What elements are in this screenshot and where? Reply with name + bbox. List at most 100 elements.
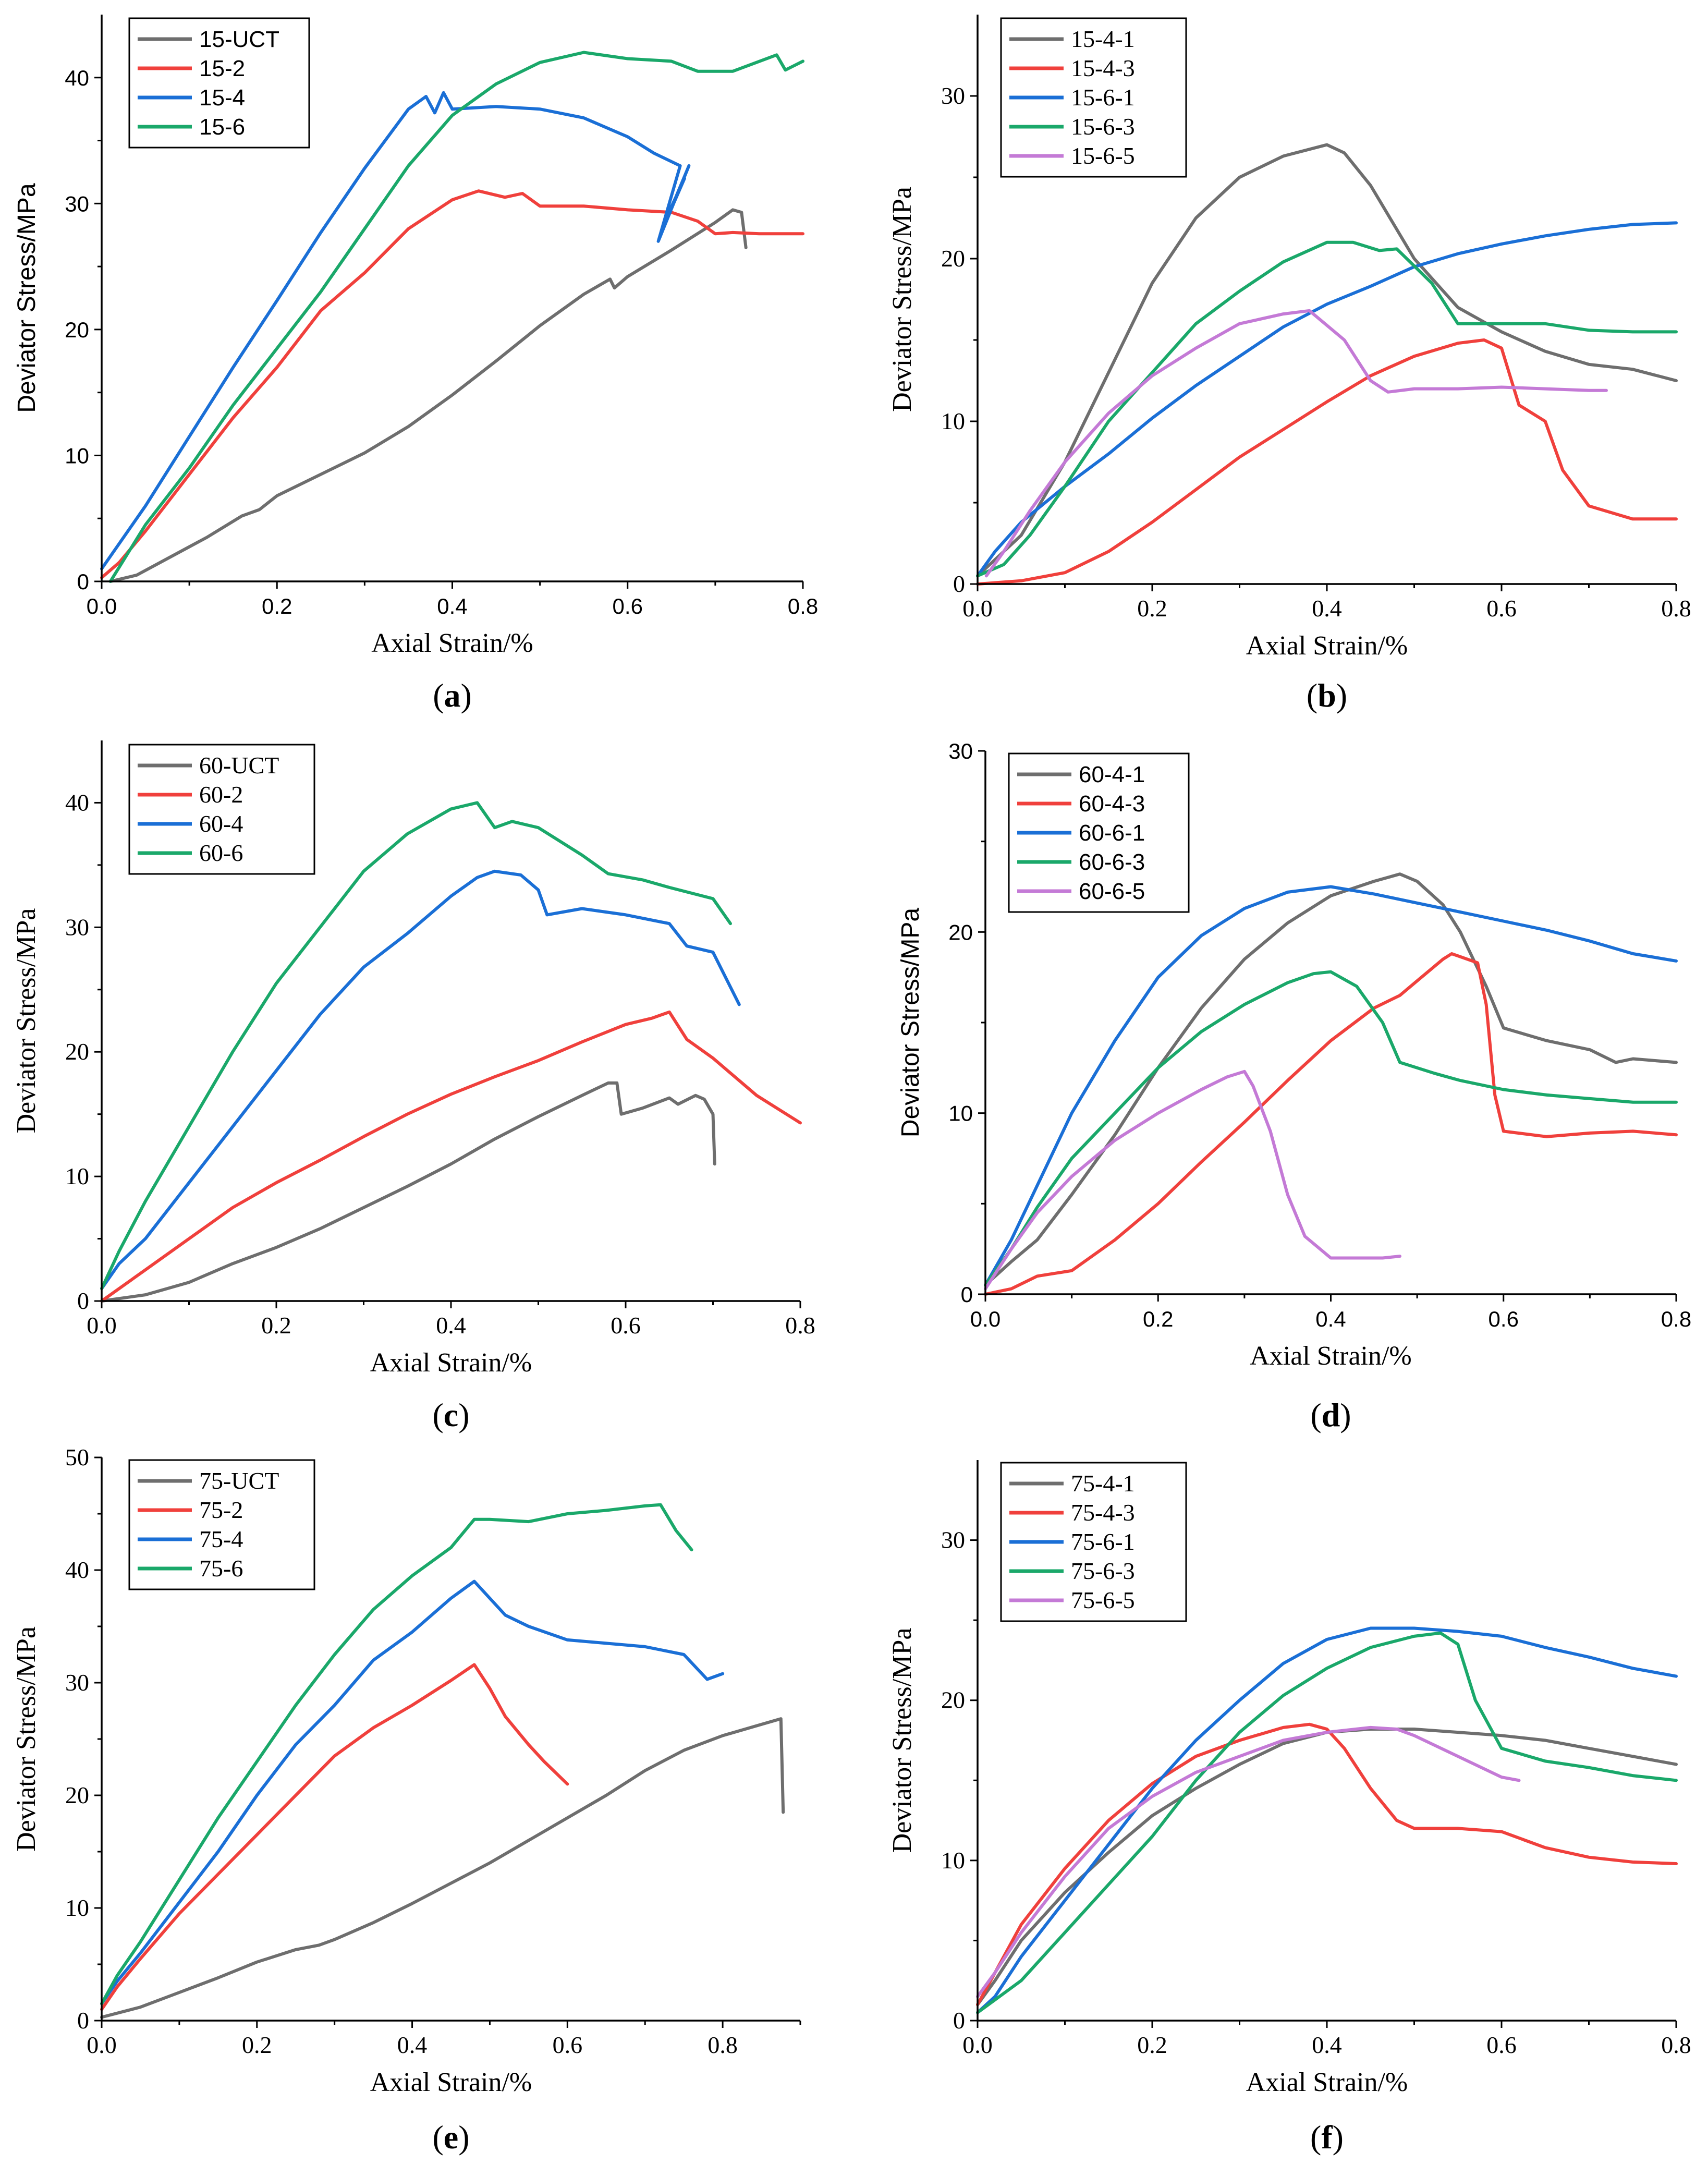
- x-tick-label: 0.6: [553, 2032, 583, 2058]
- x-tick-label: 0.4: [1312, 2032, 1342, 2058]
- x-axis-label: Axial Strain/%: [1246, 631, 1408, 661]
- series-line-60-4: [100, 869, 741, 1291]
- legend-label-60-4: 60-4: [199, 810, 243, 837]
- x-tick-label: 0.8: [707, 2032, 738, 2058]
- legend-label-60-6-3: 60-6-3: [1079, 849, 1145, 875]
- legend-label-75-4: 75-4: [199, 1526, 243, 1552]
- x-tick-label: 0.8: [1661, 595, 1691, 622]
- legend-label-75-4-3: 75-4-3: [1071, 1499, 1135, 1526]
- panel-label: (d): [1310, 1396, 1351, 1433]
- y-axis-label: Deviator Stress/MPa: [11, 908, 41, 1134]
- legend-label-15-4: 15-4: [199, 85, 245, 111]
- x-axis-label: Axial Strain/%: [370, 1348, 532, 1378]
- x-tick-label: 0.2: [1137, 2032, 1167, 2058]
- x-tick-label: 0.6: [1486, 2032, 1517, 2058]
- y-tick-label: 40: [65, 1557, 89, 1583]
- series-line-60-6-1: [984, 885, 1678, 1287]
- legend-label-60-4-3: 60-4-3: [1079, 791, 1145, 817]
- chart-panel-e: 0.0 0.2 0.4 0.6 0.8 0 10 20 30 40 50 Axial Strain/%…: [11, 1444, 801, 2156]
- legend-label-15-6-1: 15-6-1: [1071, 84, 1135, 111]
- y-tick-label: 40: [65, 789, 89, 816]
- panel-label: (c): [432, 1396, 469, 1433]
- x-tick-label: 0.6: [1489, 1307, 1519, 1331]
- legend-label-15-UCT: 15-UCT: [199, 27, 279, 52]
- chart-panel-a: 0.0 0.2 0.4 0.6 0.8 0 10 20 30 40 Axial Strain/% De…: [13, 15, 818, 714]
- series-line-15-4-3: [976, 338, 1678, 586]
- y-tick-label: 20: [948, 920, 973, 944]
- chart-panel-d: 0.0 0.2 0.4 0.6 0.8 0 10 20 30 Axial Strain/% Devi…: [897, 739, 1691, 1433]
- x-tick-label: 0.0: [962, 2032, 993, 2058]
- y-axis-label: Deviator Stress/MPa: [13, 183, 41, 412]
- series-line-60-4-3: [984, 952, 1678, 1296]
- y-tick-label: 20: [941, 245, 965, 272]
- legend: 15-UCT 15-2 15-4 15-6: [128, 17, 310, 149]
- y-tick-label: 10: [941, 1847, 965, 1874]
- x-tick-label: 0.8: [788, 594, 818, 618]
- x-axis-label: Axial Strain/%: [1250, 1341, 1412, 1371]
- x-tick-label: 0.2: [242, 2032, 272, 2058]
- y-tick-label: 20: [65, 1038, 89, 1065]
- series-line-60-2: [100, 1010, 802, 1303]
- x-tick-label: 0.4: [436, 1312, 466, 1339]
- y-tick-label: 0: [77, 2007, 89, 2034]
- series-line-60-6: [100, 801, 732, 1291]
- x-tick-label: 0.2: [1143, 1307, 1173, 1331]
- chart-panel-b: 0.0 0.2 0.4 0.6 0.8 0 10 20 30 Axial Strain/% Devi…: [887, 15, 1691, 714]
- legend-label-75-UCT: 75-UCT: [199, 1467, 279, 1494]
- y-tick-label: 10: [65, 443, 89, 468]
- legend-label-75-6: 75-6: [199, 1555, 243, 1582]
- series-line-60-4-1: [984, 872, 1678, 1287]
- series-line-75-4-1: [976, 1728, 1678, 2007]
- x-tick-label: 0.0: [962, 595, 993, 622]
- x-tick-label: 0.6: [611, 1312, 641, 1339]
- series-line-75-UCT: [100, 1717, 785, 2019]
- x-tick-label: 0.6: [613, 594, 643, 618]
- series-line-15-6: [108, 51, 804, 583]
- legend: 75-4-175-4-375-6-1 75-6-3 75-6-5: [1000, 1462, 1187, 1622]
- chart-panel-c: 0.0 0.2 0.4 0.6 0.8 0 10 20 30 40 Axial Strain/% De…: [11, 740, 815, 1433]
- x-tick-label: 0.8: [1661, 1307, 1691, 1331]
- series-line-75-6-3: [976, 1631, 1678, 2014]
- series-line-75-4: [100, 1579, 725, 2005]
- panel-label: (b): [1307, 677, 1347, 714]
- legend-label-15-6-5: 15-6-5: [1071, 142, 1135, 169]
- y-tick-label: 10: [65, 1894, 89, 1921]
- chart-panel-f: 0.0 0.2 0.4 0.6 0.8 0 10 20 30 Axial Strain/% Devi…: [887, 1460, 1691, 2156]
- legend-label-15-4-1: 15-4-1: [1071, 26, 1135, 52]
- legend-label-60-6-1: 60-6-1: [1079, 820, 1145, 846]
- y-tick-label: 30: [65, 1669, 89, 1696]
- series-line-75-6-1: [976, 1626, 1678, 2014]
- series-line-15-6-1: [976, 221, 1678, 578]
- x-tick-label: 0.4: [397, 2032, 428, 2058]
- y-axis-label: Deviator Stress/MPa: [887, 187, 917, 412]
- y-axis-label: Deviator Stress/MPa: [11, 1626, 41, 1852]
- x-tick-label: 0.6: [1486, 595, 1517, 622]
- y-axis-label: Deviator Stress/MPa: [887, 1628, 917, 1853]
- legend-label-75-6-5: 75-6-5: [1071, 1587, 1135, 1613]
- series-line-15-6-5: [984, 309, 1608, 578]
- legend: 60-4-1 60-4-3 60-6-1 60-6-3 60-6-5: [1008, 752, 1190, 913]
- x-tick-label: 0.4: [1312, 595, 1342, 622]
- y-tick-label: 30: [941, 1527, 965, 1553]
- y-tick-label: 0: [953, 2007, 965, 2034]
- series-line-75-2: [100, 1663, 569, 2011]
- legend-label-60-2: 60-2: [199, 781, 243, 808]
- y-tick-label: 40: [65, 66, 89, 90]
- x-tick-label: 0.0: [970, 1307, 1001, 1331]
- x-tick-label: 0.8: [1661, 2032, 1691, 2058]
- y-tick-label: 20: [941, 1687, 965, 1713]
- series-line-15-6-3: [976, 240, 1678, 578]
- series-line-75-4-3: [976, 1722, 1678, 2007]
- legend-label-60-UCT: 60-UCT: [199, 752, 279, 779]
- y-tick-label: 0: [961, 1282, 973, 1307]
- legend: 75-UCT 75-2 75-4 75-6: [128, 1459, 315, 1590]
- y-tick-label: 0: [953, 570, 965, 597]
- y-tick-label: 10: [65, 1163, 89, 1189]
- x-axis-label: Axial Strain/%: [371, 628, 533, 658]
- x-tick-label: 0.2: [1137, 595, 1167, 622]
- x-tick-label: 0.0: [87, 2032, 117, 2058]
- panel-label: (e): [432, 2119, 469, 2156]
- y-tick-label: 50: [65, 1444, 89, 1470]
- series-line-15-4: [100, 91, 691, 570]
